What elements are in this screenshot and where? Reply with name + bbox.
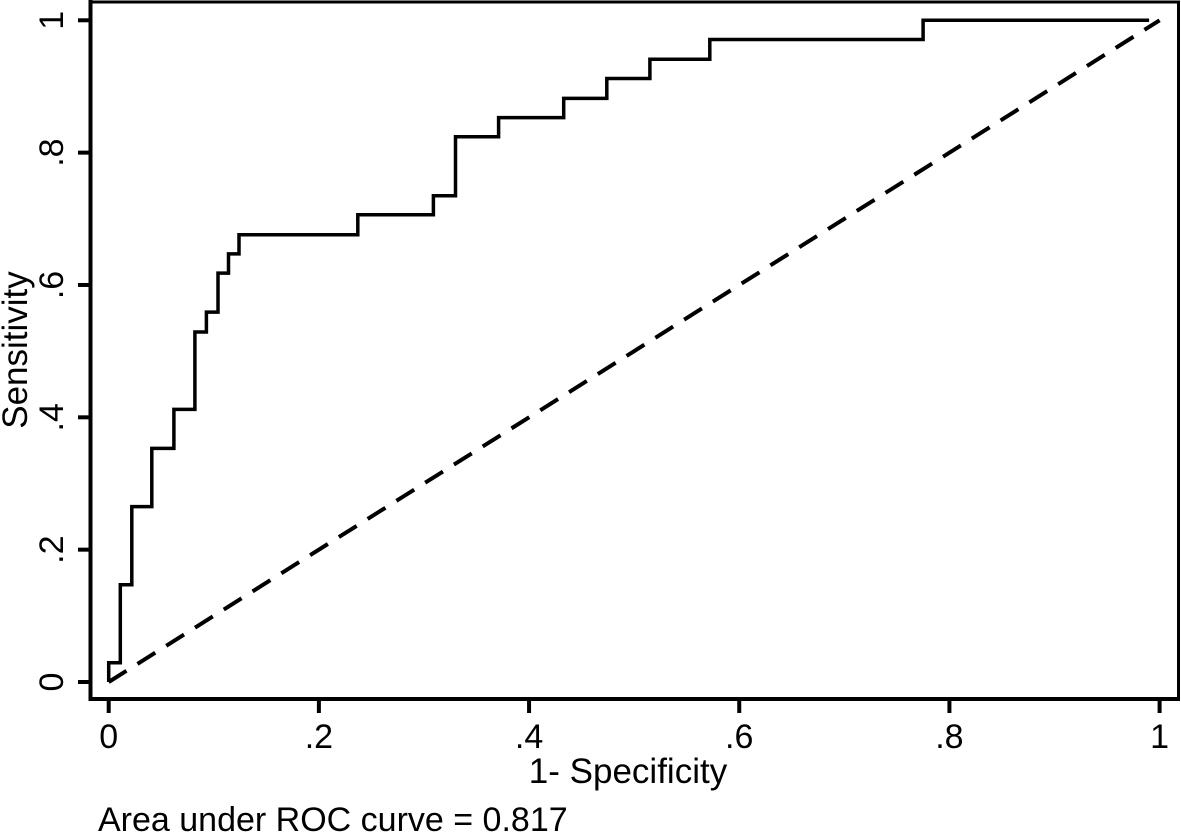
- x-tick-label: .8: [935, 718, 963, 756]
- y-tick-label: 0: [33, 673, 71, 692]
- x-tick-label: .2: [305, 718, 333, 756]
- y-tick-label: 1: [33, 11, 71, 30]
- roc-curve-line: [106, 18, 1150, 682]
- y-tick-label: .2: [33, 535, 71, 563]
- x-tick-label: .6: [725, 718, 753, 756]
- plot-content: 0 .2 .4 .6 .8 1 0 .2 .4 .6 .8 1: [33, 11, 1169, 756]
- y-axis-title: Sensitivity: [0, 271, 35, 429]
- y-tick-label: .8: [33, 138, 71, 166]
- x-tick-label: .4: [515, 718, 543, 756]
- auc-caption: Area under ROC curve = 0.817: [98, 801, 568, 833]
- x-axis-title: 1- Specificity: [529, 752, 728, 791]
- x-tick-label: 0: [99, 718, 118, 756]
- y-tick-label: .4: [33, 403, 71, 431]
- reference-diagonal-line: [107, 18, 1161, 684]
- x-tick-label: 1: [1150, 718, 1169, 756]
- y-tick-label: .6: [33, 271, 71, 299]
